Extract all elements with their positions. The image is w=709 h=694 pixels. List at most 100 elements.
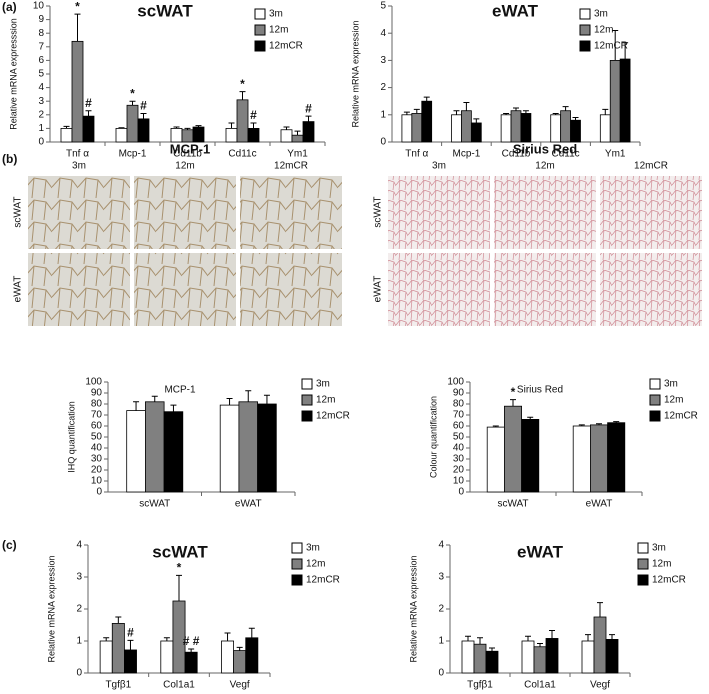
bar <box>160 640 174 674</box>
legend-label: 3m <box>269 9 283 20</box>
y-tick-label: 0 <box>76 668 82 679</box>
error-bar <box>103 637 110 641</box>
x-tick-label: Col1a1 <box>524 680 556 691</box>
column-label: 3m <box>72 161 86 172</box>
error-bar <box>188 648 195 653</box>
bar <box>99 640 113 674</box>
bar <box>401 114 413 143</box>
micrograph <box>388 253 490 326</box>
error-bar <box>473 118 480 123</box>
chart-title: eWAT <box>517 542 564 561</box>
micrograph <box>240 176 342 249</box>
x-tick-label: Tnf α <box>405 149 428 160</box>
y-tick-label: 100 <box>447 377 464 388</box>
bar <box>137 118 150 143</box>
bar <box>71 40 84 143</box>
y-tick-label: 2 <box>380 82 386 93</box>
error-bar <box>129 100 136 106</box>
error-bar <box>489 647 495 652</box>
error-bar <box>513 107 519 111</box>
bar <box>111 623 125 674</box>
legend-swatch <box>649 410 661 422</box>
y-tick-label: 2 <box>438 604 444 615</box>
y-axis-label: Relative mRNA expresssion <box>8 18 18 130</box>
error-bar <box>477 637 483 645</box>
error-bar <box>537 643 543 647</box>
y-tick-label: 4 <box>76 540 82 551</box>
error-bar <box>503 112 510 115</box>
bar <box>170 127 183 143</box>
x-tick-label: Ym1 <box>287 149 308 160</box>
legend-label: 3m <box>652 543 666 554</box>
legend-swatch <box>301 394 313 406</box>
micrograph <box>240 253 342 326</box>
panel-label: (a) <box>2 0 17 14</box>
x-tick-label: Mcp-1 <box>453 149 481 160</box>
y-tick-label: 5 <box>380 1 386 12</box>
y-tick-label: 0 <box>380 137 386 148</box>
y-tick-label: 30 <box>453 454 465 465</box>
legend-label: 12mCR <box>652 575 686 586</box>
annotation: # <box>305 101 312 115</box>
y-tick-label: 9 <box>38 14 44 25</box>
legend-swatch <box>579 40 591 52</box>
y-axis-label: IHQ quantification <box>66 401 76 473</box>
bar <box>181 129 194 143</box>
legend-label: 12mCR <box>664 411 698 422</box>
x-tick-label: scWAT <box>139 499 170 510</box>
y-tick-label: 90 <box>91 388 103 399</box>
bar <box>60 127 73 143</box>
error-bar <box>283 126 290 130</box>
micrograph <box>28 176 130 249</box>
x-tick-label: Tgfβ1 <box>105 680 131 691</box>
error-bar <box>465 635 471 641</box>
error-bar <box>423 96 430 102</box>
y-tick-label: 50 <box>91 432 103 443</box>
error-bar <box>263 394 270 404</box>
x-tick-label: Cd11c <box>228 149 256 160</box>
annotation: # # <box>183 634 200 648</box>
error-bar <box>140 112 147 119</box>
bar <box>572 425 591 493</box>
bar <box>521 418 540 493</box>
bar <box>486 426 505 493</box>
bar <box>609 60 621 143</box>
error-bar <box>585 634 591 641</box>
y-tick-label: 10 <box>453 476 465 487</box>
error-bar <box>305 115 312 122</box>
y-tick-label: 2 <box>38 109 44 120</box>
bar <box>593 616 607 674</box>
bar <box>219 404 240 493</box>
y-tick-label: 3 <box>76 572 82 583</box>
legend-swatch <box>254 24 266 36</box>
y-axis-label: Relative mRNA expression <box>350 20 360 127</box>
chart-title: scWAT <box>137 1 193 20</box>
annotation: * <box>511 385 516 399</box>
error-bar <box>176 574 182 601</box>
column-label: 12m <box>535 161 554 172</box>
micrograph <box>134 253 236 326</box>
bar <box>126 104 139 143</box>
error-bar <box>522 110 529 114</box>
error-bar <box>525 635 531 641</box>
y-tick-label: 0 <box>438 668 444 679</box>
y-tick-label: 40 <box>91 443 103 454</box>
bar <box>291 134 304 143</box>
chart-title: scWAT <box>152 542 208 561</box>
error-bar <box>228 122 235 129</box>
bar <box>247 127 260 143</box>
micrograph <box>28 253 130 326</box>
error-bar <box>552 112 559 115</box>
y-tick-label: 100 <box>85 377 102 388</box>
chart-title: Sirius Red <box>517 385 563 396</box>
y-axis-label: Relative mRNA expression <box>408 555 418 662</box>
micrograph <box>134 176 236 249</box>
y-tick-label: 60 <box>453 421 465 432</box>
legend-label: 12mCR <box>316 411 350 422</box>
bar <box>503 405 522 493</box>
bar <box>605 639 619 674</box>
row-label: scWAT <box>13 196 24 227</box>
micrograph <box>494 176 596 249</box>
error-bar <box>250 122 257 129</box>
